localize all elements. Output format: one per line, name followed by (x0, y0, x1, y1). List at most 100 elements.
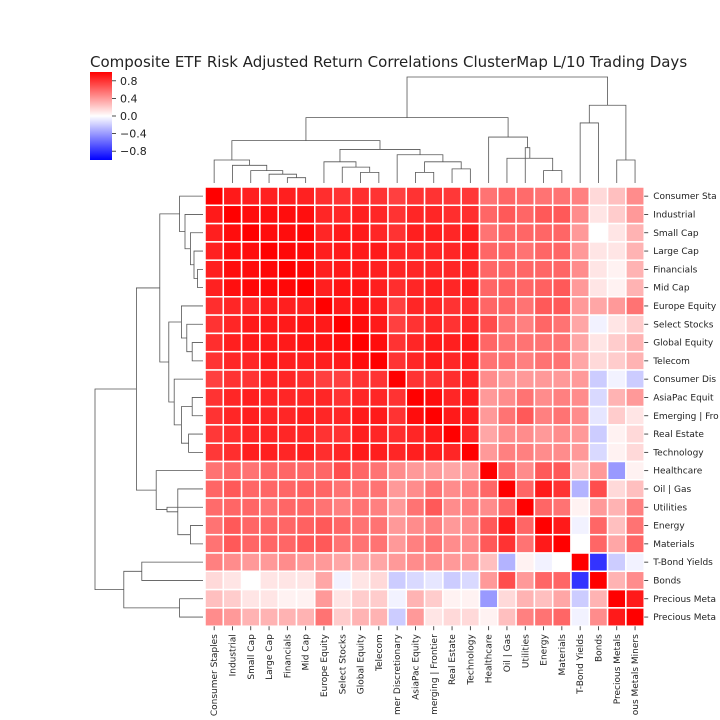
heatmap-cell (478, 479, 499, 499)
heatmap-cell (625, 460, 645, 481)
heatmap-cell (259, 424, 279, 444)
heatmap-cell (387, 186, 408, 207)
heatmap-cell (625, 277, 645, 298)
heatmap-cell (625, 588, 645, 609)
heatmap-cell (497, 387, 517, 408)
heatmap-cell (570, 442, 591, 463)
heatmap-cell (497, 296, 517, 316)
heatmap-cell (533, 241, 554, 261)
heatmap-cell (332, 186, 353, 207)
dendrogram-link (193, 250, 203, 279)
heatmap-cell (606, 369, 627, 390)
colorbar-tick-label: 0.0 (120, 110, 138, 123)
heatmap-cell (515, 570, 536, 591)
heatmap-cell (478, 314, 499, 335)
heatmap-cell (533, 515, 554, 536)
heatmap-cell (295, 186, 316, 207)
heatmap-cell (515, 424, 536, 444)
heatmap-cell (350, 241, 371, 261)
heatmap-cell (625, 314, 645, 335)
dendrogram-link (94, 388, 137, 590)
heatmap-cell (222, 424, 243, 444)
colorbar-gradient (90, 72, 112, 160)
heatmap-cell (533, 479, 554, 499)
heatmap-cell (350, 424, 371, 444)
heatmap-cell (240, 552, 261, 573)
heatmap-cell (423, 552, 444, 573)
heatmap-cell (295, 204, 316, 225)
heatmap-cell (606, 332, 627, 353)
heatmap-cell (204, 350, 225, 371)
dendrogram-link (406, 76, 608, 118)
dendrogram-link (360, 172, 380, 183)
heatmap-cell (442, 570, 462, 591)
row-label: Mid Cap (653, 284, 690, 294)
heatmap-cell (350, 369, 371, 390)
heatmap-cell (222, 588, 243, 609)
heatmap-cell (405, 552, 426, 573)
heatmap-cell (606, 387, 627, 408)
heatmap-cell (405, 442, 426, 463)
heatmap-cell (606, 405, 627, 426)
heatmap-cell (277, 186, 298, 207)
heatmap-cell (295, 369, 316, 390)
heatmap-cell (606, 515, 627, 536)
dendrogram-link (415, 172, 435, 183)
heatmap-cell (588, 204, 609, 225)
heatmap-cell (606, 259, 627, 280)
heatmap-cell (295, 424, 316, 444)
heatmap-cell (533, 186, 554, 207)
heatmap-cell (551, 588, 572, 609)
heatmap-cell (295, 405, 316, 426)
heatmap-cell (570, 552, 591, 573)
heatmap-cell (332, 405, 353, 426)
heatmap-cell (350, 460, 371, 481)
dendrogram-link (191, 342, 203, 362)
heatmap-cell (606, 442, 627, 463)
heatmap-cell (442, 332, 462, 353)
heatmap-cell (625, 241, 645, 261)
dendrogram-link (155, 470, 203, 510)
heatmap-cell (350, 442, 371, 463)
dendrogram-link (616, 159, 636, 183)
column-label: Small Cap (247, 634, 257, 680)
heatmap-cell (222, 387, 243, 408)
row-label: Oil | Gas (653, 485, 691, 495)
heatmap-cell (515, 607, 536, 627)
heatmap-cell (442, 424, 462, 444)
heatmap-cell (533, 588, 554, 609)
heatmap-cell (570, 259, 591, 280)
heatmap-cell (515, 479, 536, 499)
heatmap-cell (350, 387, 371, 408)
heatmap-cell (497, 204, 517, 225)
heatmap-cell (314, 607, 334, 627)
heatmap-cell (588, 186, 609, 207)
heatmap-cell (387, 552, 408, 573)
heatmap-cell (259, 570, 279, 591)
heatmap-cell (350, 588, 371, 609)
heatmap-cell (606, 424, 627, 444)
heatmap-cell (551, 533, 572, 554)
heatmap-cell (405, 460, 426, 481)
heatmap-cell (497, 222, 517, 243)
heatmap-cell (405, 405, 426, 426)
heatmap-cell (625, 405, 645, 426)
heatmap-cell (332, 515, 353, 536)
heatmap-cell (277, 552, 298, 573)
heatmap-cell (332, 570, 353, 591)
heatmap-cell (350, 277, 371, 298)
column-label: ous Metals Miners (631, 634, 641, 715)
heatmap-cell (314, 552, 334, 573)
heatmap-cell (387, 241, 408, 261)
column-label: Healthcare (485, 634, 495, 684)
heatmap-cell (515, 350, 536, 371)
heatmap-cell (314, 241, 334, 261)
heatmap-cell (551, 460, 572, 481)
heatmap-cell (222, 405, 243, 426)
column-label: Select Stocks (338, 634, 348, 695)
heatmap-cell (570, 369, 591, 390)
heatmap-cell (497, 369, 517, 390)
heatmap-cell (497, 460, 517, 481)
heatmap-cell (222, 479, 243, 499)
